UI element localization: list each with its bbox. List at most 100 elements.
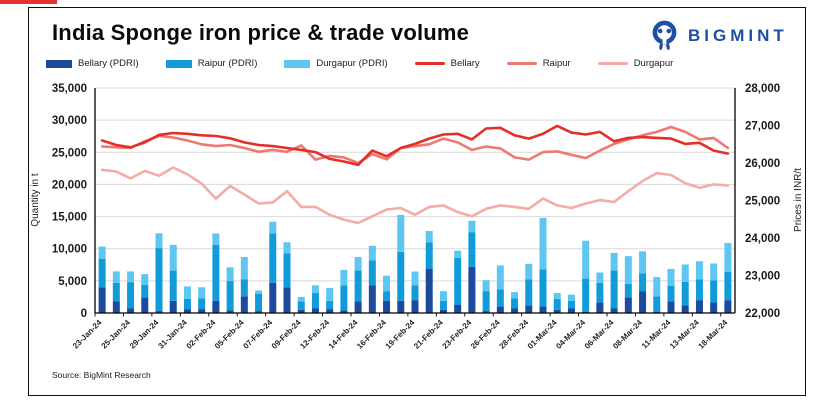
- bar-segment: [695, 300, 703, 313]
- bar-segment: [710, 263, 718, 281]
- bar-segment: [340, 310, 348, 313]
- bar-segment: [255, 290, 263, 294]
- left-axis-title: Quantity in t: [30, 173, 41, 227]
- bar-segment: [397, 214, 405, 252]
- bar-segment: [311, 308, 319, 313]
- legend-swatch: [414, 61, 445, 66]
- bar-segment: [624, 256, 632, 284]
- bar-segment: [425, 231, 433, 243]
- bar-segment: [496, 306, 504, 313]
- price-line-raipur: [100, 125, 730, 165]
- svg-text:10,000: 10,000: [52, 244, 87, 256]
- svg-text:13-Mar-24: 13-Mar-24: [668, 318, 701, 351]
- svg-text:14-Feb-24: 14-Feb-24: [327, 318, 360, 351]
- bar-segment: [368, 285, 376, 313]
- legend-swatch: [284, 59, 311, 68]
- axes: [94, 88, 736, 317]
- bar-segment: [653, 277, 661, 297]
- bar-segment: [582, 240, 590, 279]
- legend-item-label: Raipur: [542, 58, 571, 69]
- svg-text:02-Feb-24: 02-Feb-24: [185, 318, 218, 351]
- bar-segment: [596, 302, 604, 313]
- bar-segment: [383, 275, 391, 292]
- svg-text:25,000: 25,000: [52, 147, 87, 159]
- bar-segment: [127, 308, 135, 313]
- bigmint-logo-text: BIGMINT: [688, 26, 788, 45]
- bar-segment: [155, 233, 163, 249]
- bar-segment: [240, 257, 248, 280]
- legend-item-label: Bellary (PDRI): [78, 58, 139, 69]
- svg-text:08-Mar-24: 08-Mar-24: [611, 318, 644, 351]
- bar-segment: [539, 217, 547, 270]
- bar-segment: [454, 250, 462, 258]
- bar-segment: [411, 271, 419, 286]
- svg-text:0: 0: [81, 308, 87, 320]
- right-axis-labels: 22,000 23,000 24,000 25,000 26,000 27,000 28,0…: [745, 83, 780, 320]
- bar-segment: [681, 305, 689, 313]
- svg-text:35,000: 35,000: [52, 83, 87, 95]
- bar-segment: [240, 279, 248, 297]
- bar-segment: [639, 251, 647, 274]
- bar-segment: [383, 300, 391, 313]
- bar-segment: [397, 251, 405, 301]
- svg-text:18-Mar-24: 18-Mar-24: [697, 318, 730, 351]
- bar-segment: [354, 301, 362, 313]
- svg-text:12-Feb-24: 12-Feb-24: [298, 318, 331, 351]
- bar-segment: [439, 300, 447, 310]
- svg-text:15,000: 15,000: [52, 212, 87, 224]
- bar-segment: [596, 272, 604, 283]
- bar-segment: [596, 282, 604, 303]
- bar-segment: [511, 292, 519, 299]
- bar-segment: [98, 246, 106, 259]
- bigmint-logo-icon: [652, 20, 677, 51]
- svg-text:06-Mar-24: 06-Mar-24: [583, 318, 616, 351]
- bar-segment: [112, 282, 120, 302]
- svg-text:25,000: 25,000: [745, 196, 780, 208]
- bar-segment: [610, 270, 618, 309]
- bar-segment: [112, 271, 120, 283]
- bar-segment: [482, 291, 490, 312]
- svg-text:23-Feb-24: 23-Feb-24: [441, 318, 474, 351]
- bar-segment: [553, 298, 561, 310]
- bar-segment: [653, 296, 661, 312]
- svg-text:22,000: 22,000: [745, 308, 780, 320]
- bar-segment: [553, 309, 561, 313]
- bar-segment: [269, 282, 277, 313]
- bar-segment: [198, 298, 206, 310]
- bigmint-logo: BIGMINT: [648, 19, 788, 53]
- bar-segment: [610, 252, 618, 271]
- bar-segment: [183, 309, 191, 313]
- bar-segment: [724, 242, 732, 272]
- bar-segment: [198, 287, 206, 299]
- svg-text:01-Mar-24: 01-Mar-24: [526, 318, 559, 351]
- bar-segment: [710, 302, 718, 313]
- svg-text:30,000: 30,000: [52, 115, 87, 127]
- bar-segment: [98, 258, 106, 288]
- bar-segment: [468, 220, 476, 233]
- bar-segment: [681, 281, 689, 306]
- svg-text:26-Feb-24: 26-Feb-24: [469, 318, 502, 351]
- chart-card: [28, 7, 806, 396]
- bar-segment: [525, 279, 533, 306]
- right-axis-title: Prices in INR/t: [793, 168, 804, 232]
- price-line-bellary: [100, 124, 730, 167]
- bar-segment: [582, 278, 590, 312]
- bar-segment: [624, 297, 632, 313]
- svg-text:23-Jan-24: 23-Jan-24: [71, 318, 104, 351]
- bar-segment: [482, 311, 490, 313]
- legend-swatch: [46, 59, 72, 68]
- bar-segment: [127, 282, 135, 309]
- svg-text:26,000: 26,000: [745, 158, 780, 170]
- legend-item-label: Bellary: [450, 58, 480, 69]
- bar-segment: [98, 287, 106, 313]
- svg-text:24,000: 24,000: [745, 233, 780, 245]
- bar-segment: [567, 294, 575, 301]
- bar-segment: [368, 245, 376, 261]
- bar-segment: [354, 270, 362, 302]
- price-line-durgapur: [100, 166, 730, 225]
- bar-segment: [525, 305, 533, 313]
- bar-segment: [226, 267, 234, 281]
- bar-segment: [269, 233, 277, 283]
- svg-text:07-Feb-24: 07-Feb-24: [241, 318, 274, 351]
- legend-item-label: Durgapur (PDRI): [316, 58, 388, 69]
